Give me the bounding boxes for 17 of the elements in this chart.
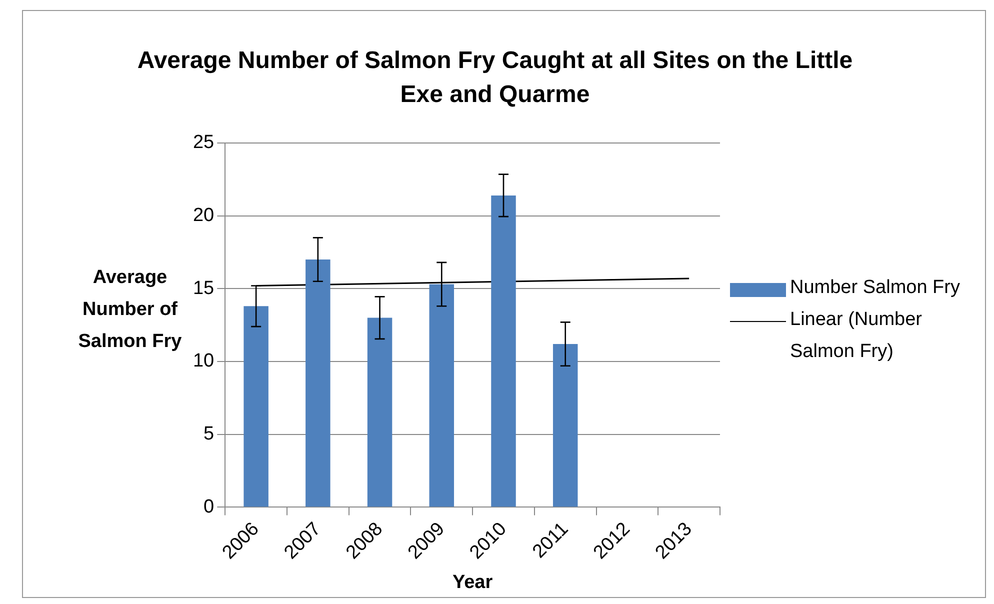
bar [367,318,392,507]
bar [491,195,516,507]
y-tick-label: 15 [192,278,214,299]
y-tick-label: 25 [192,132,214,154]
y-tick-label: 5 [204,424,214,445]
bar [552,344,578,507]
y-tick-label: 20 [192,205,214,226]
legend-label: Number Salmon Fry [790,276,960,300]
bar [429,284,454,507]
x-axis-title: Year [452,572,494,593]
bar [306,260,330,507]
chart-title: Average Number of Salmon Fry Caught at all Sites on the Little Exe and Quarme [136,46,854,110]
legend-label: Linear (Number Salmon Fry) [790,308,923,364]
y-tick-label: 10 [192,350,214,372]
bar [244,306,268,507]
y-axis-title: Average Number of Salmon Fry [78,267,182,352]
y-tick-label: 0 [204,496,214,518]
